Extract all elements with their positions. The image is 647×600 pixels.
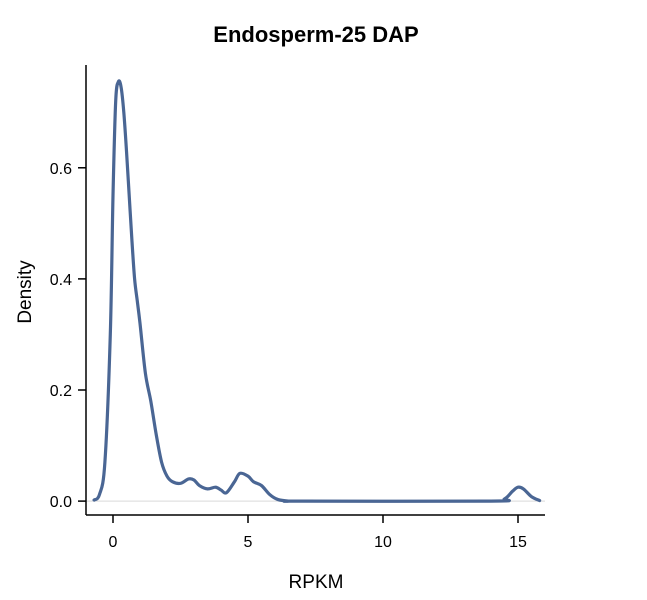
x-tick-label: 5 bbox=[244, 534, 253, 551]
x-tick-label: 10 bbox=[374, 534, 392, 551]
y-ticks: 0.0 0.2 0.4 0.6 bbox=[50, 161, 86, 511]
y-tick-label: 0.6 bbox=[50, 161, 72, 178]
x-ticks: 0 5 10 15 bbox=[109, 515, 527, 551]
chart-title: Endosperm-25 DAP bbox=[213, 22, 418, 47]
y-tick-label: 0.4 bbox=[50, 272, 72, 289]
x-tick-label: 0 bbox=[109, 534, 118, 551]
density-curve bbox=[92, 79, 542, 503]
y-axis-label: Density bbox=[15, 260, 36, 324]
x-axis-label: RPKM bbox=[289, 572, 344, 593]
y-tick-label: 0.0 bbox=[50, 494, 72, 511]
x-tick-label: 15 bbox=[509, 534, 527, 551]
y-tick-label: 0.2 bbox=[50, 383, 72, 400]
y-axis: 0.0 0.2 0.4 0.6 bbox=[50, 65, 87, 515]
x-axis: 0 5 10 15 bbox=[86, 514, 545, 551]
plot-area bbox=[86, 79, 545, 503]
